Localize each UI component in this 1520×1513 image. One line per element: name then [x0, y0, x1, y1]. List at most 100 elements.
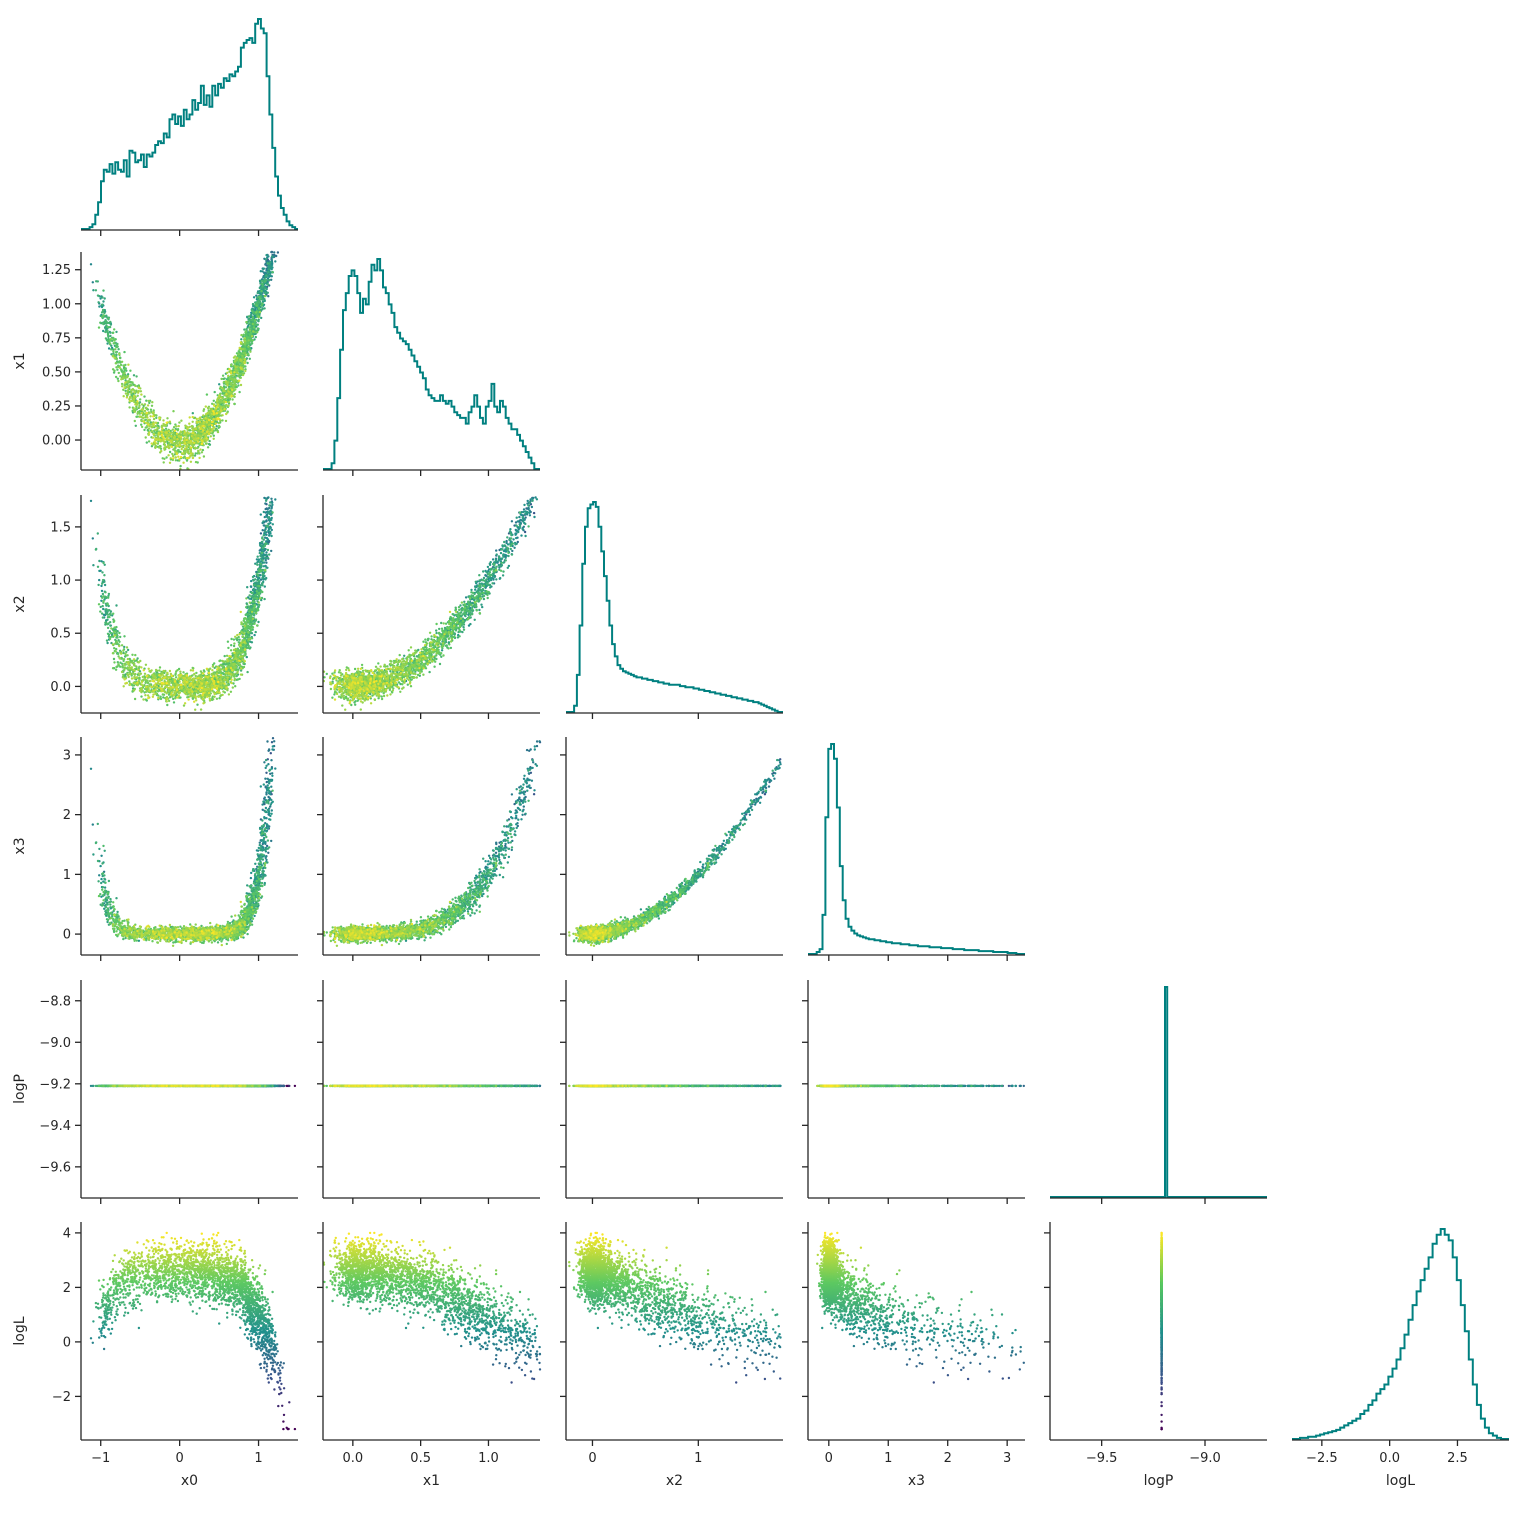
- scatter-point: [175, 452, 178, 456]
- scatter-point: [142, 420, 145, 423]
- scatter-point: [102, 322, 105, 326]
- scatter-point: [97, 583, 100, 587]
- scatter-point: [196, 703, 199, 706]
- scatter-point: [115, 330, 118, 334]
- scatter-point: [172, 701, 176, 704]
- scatter-point: [175, 425, 178, 428]
- scatter-point: [127, 668, 130, 672]
- scatter-point: [247, 619, 250, 623]
- scatter-point: [174, 697, 177, 700]
- scatter-point: [186, 427, 189, 430]
- scatter-point: [271, 523, 274, 526]
- scatter-point: [189, 449, 192, 452]
- scatter-point: [144, 694, 147, 697]
- scatter-point: [113, 619, 116, 623]
- scatter-point: [119, 356, 122, 360]
- scatter-point: [234, 635, 237, 638]
- scatter-point: [172, 426, 176, 429]
- scatter-point: [213, 404, 216, 407]
- scatter-point: [215, 428, 219, 431]
- scatter-point: [165, 421, 168, 424]
- scatter-point: [231, 398, 234, 401]
- scatter-point: [121, 670, 124, 674]
- scatter-point: [261, 298, 264, 301]
- scatter-point: [267, 516, 271, 519]
- scatter-point: [101, 596, 104, 599]
- scatter-point: [265, 554, 268, 557]
- scatter-point: [152, 433, 156, 436]
- scatter-x2-x0: [89, 496, 277, 711]
- scatter-point: [199, 427, 202, 431]
- scatter-point: [264, 530, 267, 533]
- scatter-point: [228, 397, 232, 400]
- scatter-point: [207, 418, 211, 422]
- scatter-point: [168, 450, 172, 454]
- scatter-point: [147, 423, 150, 426]
- scatter-point: [129, 395, 132, 398]
- scatter-point: [186, 451, 189, 454]
- scatter-point: [189, 454, 193, 457]
- scatter-point: [167, 429, 171, 433]
- scatter-point: [257, 620, 260, 624]
- scatter-point: [271, 270, 274, 274]
- scatter-point: [250, 610, 254, 614]
- scatter-point: [239, 363, 242, 367]
- scatter-point: [114, 351, 118, 354]
- scatter-point: [166, 445, 169, 448]
- scatter-point: [175, 432, 179, 435]
- scatter-point: [108, 612, 112, 616]
- scatter-point: [270, 534, 273, 538]
- scatter-point: [167, 454, 170, 457]
- scatter-point: [140, 425, 144, 429]
- scatter-point: [159, 697, 162, 700]
- scatter-point: [109, 624, 112, 627]
- scatter-point: [222, 690, 225, 693]
- scatter-point: [257, 579, 260, 582]
- scatter-point: [262, 267, 265, 271]
- scatter-point: [262, 289, 266, 293]
- scatter-point: [173, 435, 177, 439]
- scatter-point: [162, 436, 165, 439]
- scatter-point: [246, 361, 249, 365]
- scatter-point: [250, 342, 254, 345]
- scatter-point: [146, 681, 150, 684]
- scatter-point: [240, 621, 243, 624]
- scatter-point: [186, 436, 189, 439]
- scatter-point: [154, 428, 157, 432]
- scatter-point: [237, 353, 241, 356]
- scatter-point: [251, 575, 255, 579]
- scatter-point: [242, 629, 246, 632]
- scatter-point: [221, 414, 224, 417]
- scatter-point: [271, 511, 274, 514]
- scatter-point: [245, 617, 248, 620]
- scatter-point: [110, 353, 113, 356]
- scatter-point: [248, 610, 251, 613]
- scatter-point: [133, 419, 136, 423]
- scatter-point: [94, 548, 98, 551]
- scatter-point: [252, 584, 256, 587]
- scatter-point: [223, 389, 226, 393]
- scatter-point: [206, 421, 209, 424]
- y-tick-label: 0.25: [42, 399, 71, 414]
- scatter-point: [140, 683, 143, 686]
- scatter-point: [108, 637, 112, 641]
- scatter-point: [101, 592, 105, 596]
- scatter-point: [268, 553, 271, 556]
- scatter-point: [179, 455, 183, 459]
- scatter-point: [263, 585, 266, 588]
- scatter-point: [212, 399, 215, 402]
- scatter-point: [224, 386, 228, 389]
- scatter-point: [192, 667, 195, 670]
- scatter-point: [166, 703, 169, 707]
- panel-x1-x1: [323, 258, 540, 476]
- scatter-point: [91, 537, 95, 540]
- scatter-point: [241, 651, 245, 654]
- scatter-point: [177, 692, 181, 695]
- scatter-point: [237, 375, 240, 378]
- scatter-point: [252, 296, 256, 299]
- scatter-point: [151, 401, 154, 404]
- scatter-point: [267, 496, 270, 499]
- scatter-point: [157, 696, 160, 700]
- scatter-point: [234, 378, 237, 381]
- scatter-point: [203, 688, 207, 691]
